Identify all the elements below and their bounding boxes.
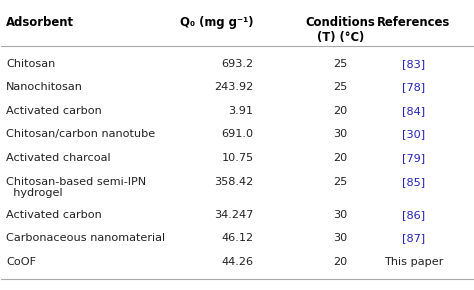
Text: 358.42: 358.42 [214,177,254,186]
Text: [83]: [83] [402,59,425,69]
Text: 30: 30 [334,130,348,139]
Text: 30: 30 [334,233,348,243]
Text: Carbonaceous nanomaterial: Carbonaceous nanomaterial [6,233,165,243]
Text: 243.92: 243.92 [214,82,254,93]
Text: Nanochitosan: Nanochitosan [6,82,83,93]
Text: Chitosan/carbon nanotube: Chitosan/carbon nanotube [6,130,155,139]
Text: 20: 20 [334,257,348,267]
Text: [30]: [30] [402,130,425,139]
Text: 691.0: 691.0 [221,130,254,139]
Text: 25: 25 [334,177,348,186]
Text: This paper: This paper [384,257,443,267]
Text: Activated carbon: Activated carbon [6,106,102,116]
Text: [86]: [86] [402,210,425,220]
Text: 34.247: 34.247 [214,210,254,220]
Text: Conditions
(T) (°C): Conditions (T) (°C) [306,16,375,44]
Text: 20: 20 [334,153,348,163]
Text: [79]: [79] [402,153,425,163]
Text: 693.2: 693.2 [221,59,254,69]
Text: [84]: [84] [402,106,425,116]
Text: 30: 30 [334,210,348,220]
Text: [85]: [85] [402,177,425,186]
Text: Q₀ (mg g⁻¹): Q₀ (mg g⁻¹) [180,16,254,29]
Text: 44.26: 44.26 [221,257,254,267]
Text: Activated charcoal: Activated charcoal [6,153,111,163]
Text: References: References [377,16,450,29]
Text: 46.12: 46.12 [221,233,254,243]
Text: Chitosan: Chitosan [6,59,55,69]
Text: 20: 20 [334,106,348,116]
Text: 25: 25 [334,59,348,69]
Text: [87]: [87] [402,233,425,243]
Text: Chitosan-based semi-IPN
  hydrogel: Chitosan-based semi-IPN hydrogel [6,177,146,198]
Text: 10.75: 10.75 [221,153,254,163]
Text: CoOF: CoOF [6,257,36,267]
Text: Adsorbent: Adsorbent [6,16,74,29]
Text: 25: 25 [334,82,348,93]
Text: 3.91: 3.91 [228,106,254,116]
Text: Activated carbon: Activated carbon [6,210,102,220]
Text: [78]: [78] [402,82,425,93]
